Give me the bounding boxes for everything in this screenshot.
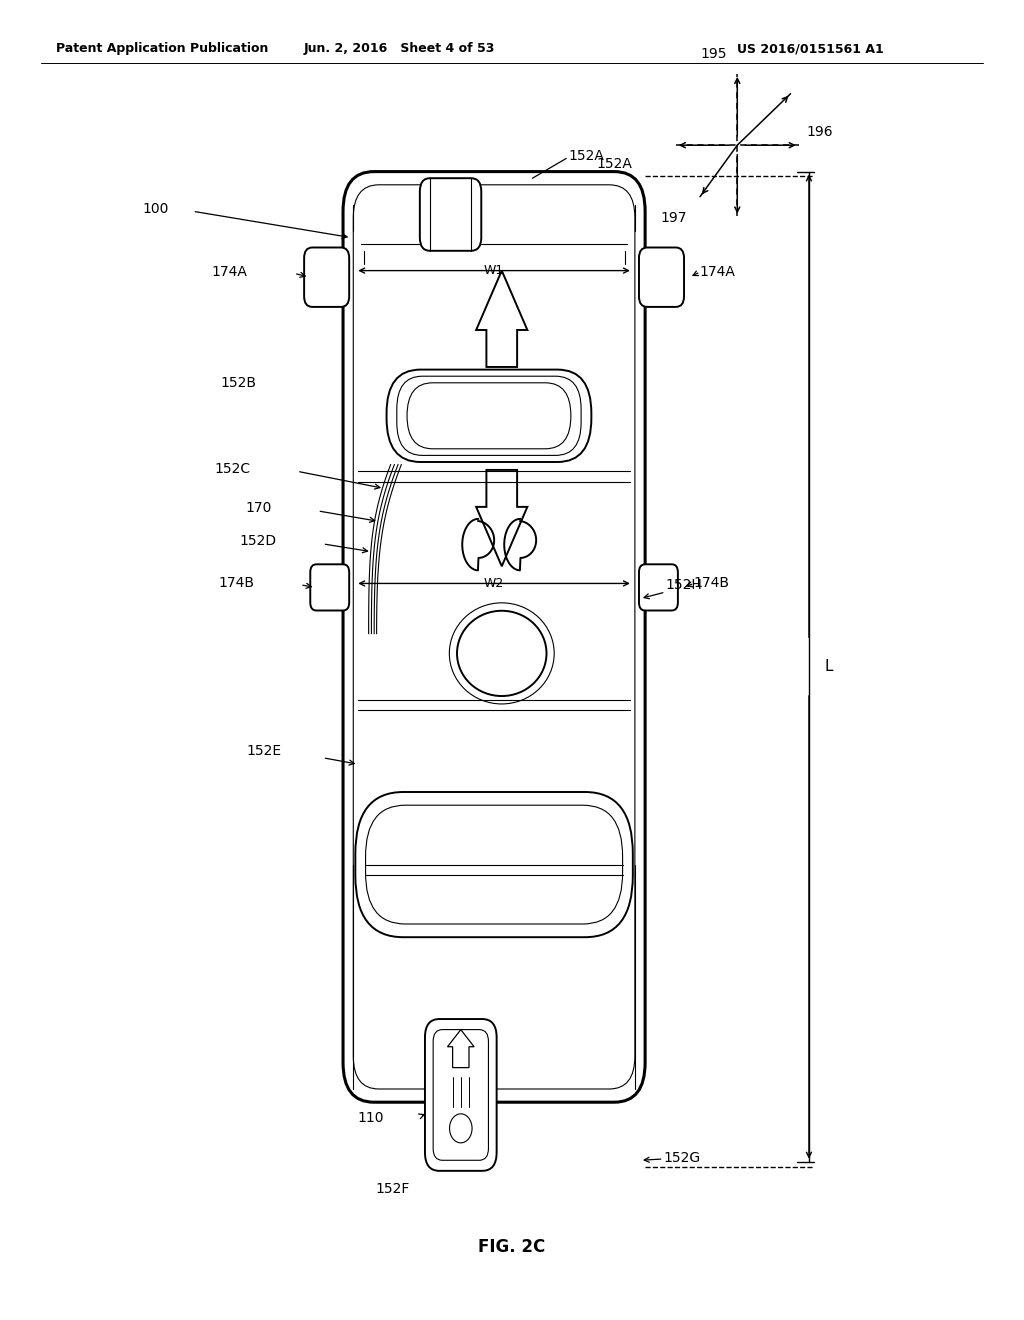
FancyBboxPatch shape [387, 370, 592, 462]
Text: 174A: 174A [699, 265, 735, 279]
Text: 152G: 152G [664, 1151, 700, 1164]
Text: 197: 197 [660, 210, 687, 224]
Text: Patent Application Publication: Patent Application Publication [56, 42, 268, 55]
Text: 174B: 174B [218, 577, 254, 590]
Text: FIG. 2C: FIG. 2C [478, 1238, 546, 1257]
Text: 170: 170 [245, 502, 271, 515]
Text: 152C: 152C [215, 462, 251, 475]
Text: 152D: 152D [240, 535, 276, 548]
FancyBboxPatch shape [355, 792, 633, 937]
Text: 195: 195 [700, 48, 727, 61]
Text: 174A: 174A [212, 265, 248, 279]
FancyBboxPatch shape [639, 564, 678, 610]
Text: 174B: 174B [693, 577, 729, 590]
FancyBboxPatch shape [310, 564, 349, 610]
Text: W1: W1 [484, 264, 504, 277]
FancyBboxPatch shape [304, 247, 349, 306]
Text: 152A: 152A [596, 157, 632, 170]
FancyBboxPatch shape [425, 1019, 497, 1171]
Text: 152F: 152F [375, 1183, 410, 1196]
FancyBboxPatch shape [343, 172, 645, 1102]
Text: 100: 100 [142, 202, 169, 215]
Text: L: L [824, 659, 833, 675]
Text: 196: 196 [807, 125, 834, 139]
Text: US 2016/0151561 A1: US 2016/0151561 A1 [737, 42, 884, 55]
Text: W2: W2 [484, 577, 504, 590]
Text: 152E: 152E [247, 744, 282, 758]
Text: 152H: 152H [666, 578, 702, 593]
Text: 152B: 152B [220, 376, 256, 389]
Text: 152A: 152A [568, 149, 604, 162]
Text: 110: 110 [357, 1110, 384, 1125]
FancyBboxPatch shape [639, 247, 684, 306]
FancyBboxPatch shape [420, 178, 481, 251]
Text: Jun. 2, 2016   Sheet 4 of 53: Jun. 2, 2016 Sheet 4 of 53 [304, 42, 495, 55]
